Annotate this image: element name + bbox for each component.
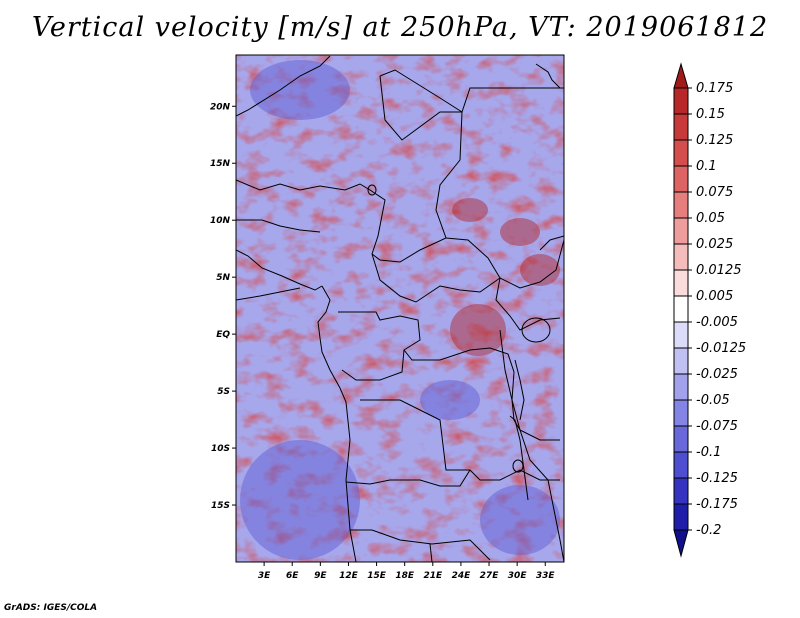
colorbar-top-triangle bbox=[673, 62, 689, 89]
colorbar-label: -0.125 bbox=[696, 471, 738, 486]
colorbar-label: 0.15 bbox=[696, 107, 725, 122]
colorbar-label: -0.075 bbox=[696, 419, 738, 434]
colorbar-segment bbox=[673, 295, 689, 323]
colorbar-segment bbox=[673, 165, 689, 193]
descent-regions bbox=[240, 60, 560, 560]
lon-tick-label: 15E bbox=[367, 571, 387, 581]
colorbar-bottom-triangle bbox=[673, 529, 689, 558]
colorbar: 0.175 0.15 0.125 0.1 0.075 0.05 0.025 0.0125 0.0… bbox=[673, 62, 746, 558]
map-frame bbox=[235, 54, 565, 563]
lat-tick-label: 10N bbox=[210, 216, 231, 226]
lon-tick-label: 33E bbox=[536, 571, 556, 581]
colorbar-segment bbox=[673, 113, 689, 141]
colorbar-segment bbox=[673, 87, 689, 115]
lat-tick-label: 15S bbox=[211, 501, 230, 511]
colorbar-label: 0.0125 bbox=[696, 263, 742, 278]
lon-tick-label: 12E bbox=[339, 571, 359, 581]
lon-tick-label: 18E bbox=[395, 571, 415, 581]
lon-tick-label: 3E bbox=[258, 571, 271, 581]
coastlines-and-borders bbox=[236, 55, 564, 562]
colorbar-segment bbox=[673, 269, 689, 297]
lon-tick-label: 9E bbox=[314, 571, 327, 581]
colorbar-label: 0.005 bbox=[696, 289, 733, 304]
colorbar-segment bbox=[673, 477, 689, 505]
lakes bbox=[367, 184, 551, 473]
lon-tick-label: 6E bbox=[286, 571, 299, 581]
lat-tick-label: 5S bbox=[217, 387, 230, 397]
colorbar-segment bbox=[673, 321, 689, 349]
lat-tick-label: 5N bbox=[216, 273, 230, 283]
colorbar-label: -0.1 bbox=[696, 445, 721, 460]
colorbar-label: 0.125 bbox=[696, 133, 733, 148]
lon-axis: 3E 6E 9E 12E 15E 18E 21E 24E 27E 30E 33E bbox=[258, 562, 556, 581]
colorbar-segment bbox=[673, 373, 689, 401]
colorbar-segment bbox=[673, 503, 689, 531]
lat-tick-label: 10S bbox=[211, 444, 230, 454]
colorbar-label: 0.1 bbox=[696, 159, 717, 174]
colorbar-segment bbox=[673, 425, 689, 453]
lat-axis: 20N 15N 10N 5N EQ 5S 10S 15S bbox=[210, 102, 236, 511]
colorbar-label: 0.025 bbox=[696, 237, 733, 252]
lat-tick-label: 20N bbox=[210, 102, 231, 112]
lat-tick-label: EQ bbox=[216, 330, 230, 340]
colorbar-segment bbox=[673, 139, 689, 167]
colorbar-label: 0.075 bbox=[696, 185, 733, 200]
lon-tick-label: 21E bbox=[423, 571, 443, 581]
colorbar-segment bbox=[673, 217, 689, 245]
page-title: Vertical velocity [m/s] at 250hPa, VT: 2… bbox=[31, 12, 769, 43]
credit-text: GrADS: IGES/COLA bbox=[4, 603, 98, 613]
strong-ascent-regions bbox=[450, 198, 560, 356]
colorbar-label: 0.05 bbox=[696, 211, 725, 226]
colorbar-segment bbox=[673, 191, 689, 219]
colorbar-segment bbox=[673, 451, 689, 479]
colorbar-label: -0.05 bbox=[696, 393, 730, 408]
colorbar-label: -0.025 bbox=[696, 367, 738, 382]
map-area bbox=[236, 55, 564, 562]
colorbar-label: 0.175 bbox=[696, 81, 733, 96]
colorbar-label: -0.2 bbox=[696, 523, 721, 538]
colorbar-segment bbox=[673, 243, 689, 271]
lon-tick-label: 27E bbox=[480, 571, 500, 581]
lat-tick-label: 15N bbox=[210, 159, 231, 169]
colorbar-label: -0.175 bbox=[696, 497, 738, 512]
colorbar-label: -0.0125 bbox=[696, 341, 746, 356]
colorbar-segment bbox=[673, 399, 689, 427]
colorbar-segment bbox=[673, 347, 689, 375]
lon-tick-label: 24E bbox=[452, 571, 472, 581]
colorbar-label: -0.005 bbox=[696, 315, 738, 330]
lon-tick-label: 30E bbox=[508, 571, 528, 581]
